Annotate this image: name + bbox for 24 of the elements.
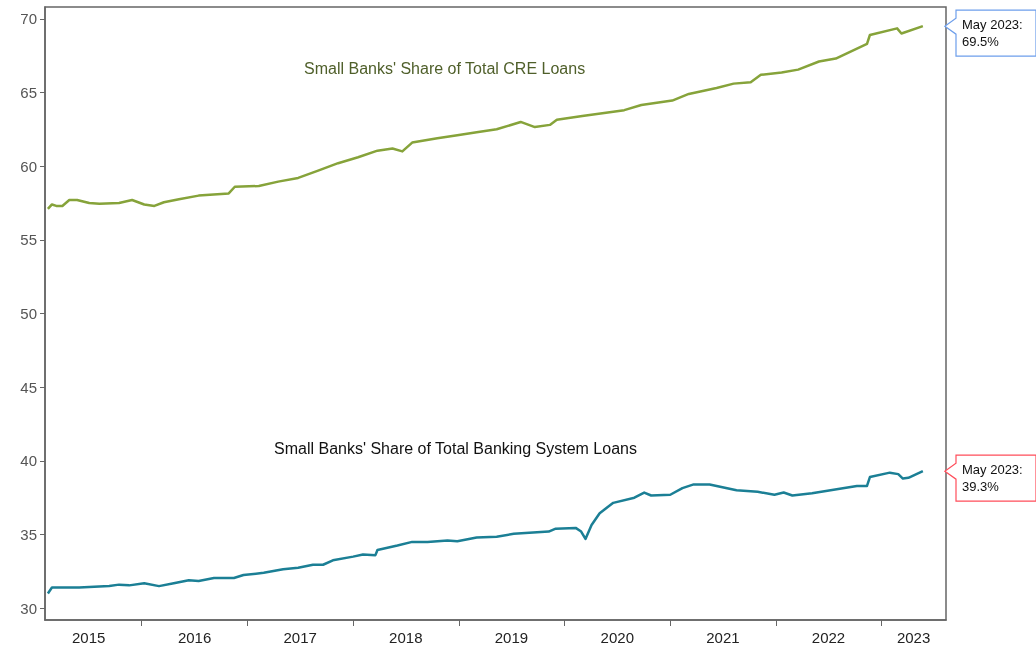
text: Small Banks' Share of Total Banking System Loans — [274, 439, 637, 457]
x-tick-label: 2020 — [600, 629, 634, 646]
x-tick-label: 2022 — [811, 629, 846, 646]
x-tick-label: 2018 — [389, 629, 423, 646]
y-tick-label: 70 — [20, 10, 37, 28]
y-tick-label: 30 — [20, 599, 37, 617]
x-tick-label: 2016 — [177, 629, 212, 646]
text: May 2023: 69.5% — [962, 17, 1027, 50]
y-tick-label: 55 — [20, 231, 37, 249]
line-series — [46, 24, 925, 211]
x-tick-label: 2019 — [494, 629, 529, 646]
y-tick-label: 50 — [20, 305, 37, 322]
y-tick-label: 40 — [20, 452, 37, 470]
text: May 2023: 39.3% — [962, 462, 1027, 495]
x-tick-label: 2017 — [283, 629, 317, 646]
text: Small Banks' Share of Total CRE Loans — [304, 59, 586, 77]
x-tick-label: 2015 — [72, 629, 106, 646]
y-tick-label: 45 — [20, 378, 37, 396]
y-tick-label: 60 — [20, 157, 37, 175]
x-tick-label: 2023 — [896, 629, 931, 646]
line-series — [46, 469, 925, 595]
y-tick-label: 65 — [20, 83, 37, 101]
y-tick-label: 35 — [20, 526, 37, 544]
x-tick-label: 2021 — [706, 629, 740, 646]
